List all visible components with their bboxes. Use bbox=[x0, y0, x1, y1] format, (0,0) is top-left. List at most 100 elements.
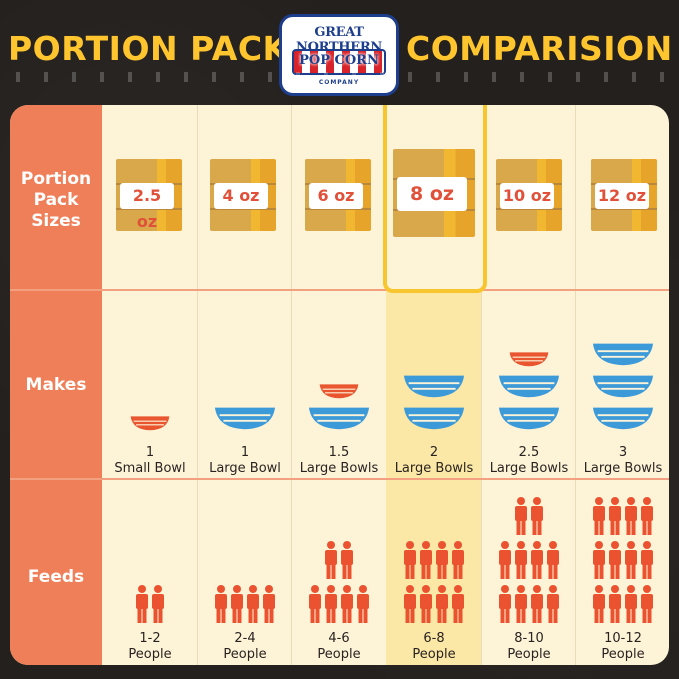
large-bowl-icon bbox=[592, 405, 654, 431]
makes-caption: 2.5 Large Bowls bbox=[481, 445, 577, 477]
person-icon bbox=[514, 541, 528, 579]
makes-caption: 2 Large Bowls bbox=[386, 445, 482, 477]
makes-unit: Large Bowl bbox=[209, 461, 281, 476]
feeds-caption: 2-4 People bbox=[197, 631, 293, 663]
person-icon bbox=[514, 497, 528, 535]
portion-pack-icon: 2.5 oz bbox=[116, 159, 182, 231]
person-icon bbox=[608, 541, 622, 579]
portion-pack-icon: 8 oz bbox=[393, 149, 475, 237]
person-icon bbox=[546, 541, 560, 579]
makes-caption: 1 Small Bowl bbox=[102, 445, 198, 477]
person-icon bbox=[530, 585, 544, 623]
makes-count: 2 bbox=[429, 445, 439, 460]
column-divider bbox=[575, 105, 576, 665]
feeds-unit: People bbox=[317, 647, 361, 662]
person-icon bbox=[640, 541, 654, 579]
person-icon bbox=[403, 585, 417, 623]
person-icon bbox=[151, 585, 165, 623]
person-icon bbox=[356, 585, 370, 623]
small-bowl-icon bbox=[509, 351, 549, 367]
person-icon bbox=[624, 497, 638, 535]
small-bowl-icon bbox=[319, 383, 359, 399]
portion-pack-icon: 4 oz bbox=[210, 159, 276, 231]
feeds-range: 2-4 bbox=[234, 631, 256, 646]
feeds-unit: People bbox=[601, 647, 645, 662]
person-icon bbox=[624, 585, 638, 623]
filmstrip-decoration bbox=[0, 72, 679, 82]
feeds-caption: 10-12 People bbox=[575, 631, 669, 663]
person-icon bbox=[608, 497, 622, 535]
person-icon bbox=[530, 497, 544, 535]
feeds-caption: 1-2 People bbox=[102, 631, 198, 663]
page-title-right: COMPARISION bbox=[406, 29, 673, 68]
person-icon bbox=[451, 585, 465, 623]
makes-caption: 1.5 Large Bowls bbox=[291, 445, 387, 477]
person-icon bbox=[546, 585, 560, 623]
pack-size-label: 4 oz bbox=[214, 183, 268, 209]
person-icon bbox=[435, 585, 449, 623]
person-icon bbox=[262, 585, 276, 623]
row-divider bbox=[10, 478, 669, 480]
makes-count: 2.5 bbox=[518, 445, 540, 460]
column-divider bbox=[481, 105, 482, 665]
pack-size-label: 2.5 oz bbox=[120, 183, 174, 231]
row-divider bbox=[10, 289, 669, 291]
person-icon bbox=[403, 541, 417, 579]
person-icon bbox=[640, 497, 654, 535]
feeds-unit: People bbox=[128, 647, 172, 662]
large-bowl-icon bbox=[592, 341, 654, 367]
person-icon bbox=[308, 585, 322, 623]
makes-caption: 1 Large Bowl bbox=[197, 445, 293, 477]
logo-text-middle: POP CORN bbox=[299, 53, 379, 68]
person-icon bbox=[640, 585, 654, 623]
person-icon bbox=[435, 541, 449, 579]
person-icon bbox=[498, 541, 512, 579]
person-icon bbox=[451, 541, 465, 579]
makes-caption: 3 Large Bowls bbox=[575, 445, 669, 477]
pack-size-label: 6 oz bbox=[309, 183, 363, 209]
feeds-range: 1-2 bbox=[139, 631, 161, 646]
logo-banner: POP CORN bbox=[292, 49, 386, 75]
makes-unit: Large Bowls bbox=[489, 461, 569, 476]
person-icon bbox=[324, 541, 338, 579]
column-divider bbox=[197, 105, 198, 665]
feeds-range: 4-6 bbox=[328, 631, 350, 646]
person-icon bbox=[514, 585, 528, 623]
person-icon bbox=[419, 585, 433, 623]
person-icon bbox=[135, 585, 149, 623]
pack-size-label: 10 oz bbox=[500, 183, 554, 209]
feeds-caption: 4-6 People bbox=[291, 631, 387, 663]
person-icon bbox=[340, 541, 354, 579]
brand-logo: GREAT NORTHERN POP CORN COMPANY bbox=[279, 14, 399, 96]
page-title-left: PORTION PACK bbox=[8, 29, 289, 68]
feeds-caption: 8-10 People bbox=[481, 631, 577, 663]
feeds-caption: 6-8 People bbox=[386, 631, 482, 663]
makes-count: 1 bbox=[145, 445, 155, 460]
large-bowl-icon bbox=[403, 405, 465, 431]
row-label-feeds: Feeds bbox=[27, 567, 85, 587]
makes-unit: Large Bowls bbox=[583, 461, 663, 476]
person-icon bbox=[230, 585, 244, 623]
row-label-column bbox=[10, 105, 102, 665]
row-label-makes: Makes bbox=[25, 375, 87, 395]
person-icon bbox=[592, 585, 606, 623]
large-bowl-icon bbox=[214, 405, 276, 431]
person-icon bbox=[608, 585, 622, 623]
pack-size-label: 8 oz bbox=[397, 177, 467, 211]
portion-pack-icon: 6 oz bbox=[305, 159, 371, 231]
person-icon bbox=[340, 585, 354, 623]
large-bowl-icon bbox=[498, 373, 560, 399]
logo-text-bottom: COMPANY bbox=[318, 79, 360, 86]
highlight-column bbox=[386, 289, 482, 665]
person-icon bbox=[324, 585, 338, 623]
feeds-range: 10-12 bbox=[604, 631, 642, 646]
feeds-range: 6-8 bbox=[423, 631, 445, 646]
person-icon bbox=[530, 541, 544, 579]
makes-unit: Small Bowl bbox=[114, 461, 186, 476]
person-icon bbox=[246, 585, 260, 623]
person-icon bbox=[592, 497, 606, 535]
feeds-unit: People bbox=[412, 647, 456, 662]
person-icon bbox=[498, 585, 512, 623]
person-icon bbox=[624, 541, 638, 579]
feeds-unit: People bbox=[507, 647, 551, 662]
